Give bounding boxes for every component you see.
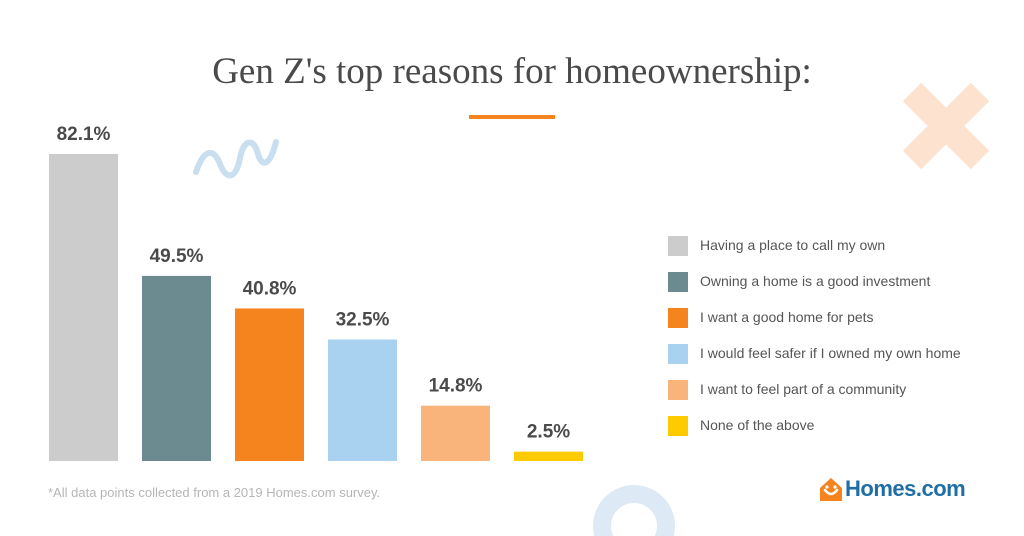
circle-decoration-icon (593, 485, 675, 536)
legend-swatch (668, 272, 688, 292)
legend-swatch (668, 236, 688, 256)
bar-5 (421, 405, 490, 461)
legend-label: Owning a home is a good investment (700, 273, 931, 289)
bar-1 (49, 154, 118, 461)
legend-label: None of the above (700, 417, 815, 433)
legend-label: I want a good home for pets (700, 309, 874, 325)
bar-4 (328, 339, 397, 461)
footnote: *All data points collected from a 2019 H… (48, 485, 381, 500)
bar-chart: 82.1% 49.5% 40.8% 32.5% 14.8% 2.5% (49, 124, 583, 461)
legend-swatch (668, 416, 688, 436)
legend-label: I want to feel part of a community (700, 381, 907, 397)
bar-value-label: 2.5% (527, 422, 570, 443)
legend-label: I would feel safer if I owned my own hom… (700, 345, 961, 361)
squiggle-decoration-icon (193, 139, 279, 179)
legend-swatch (668, 344, 688, 364)
legend-label: Having a place to call my own (700, 237, 886, 253)
bar-6 (514, 451, 583, 461)
bar-value-label: 40.8% (243, 278, 297, 299)
bar-2 (142, 275, 211, 461)
title-underline (469, 115, 555, 119)
chart-title: Gen Z's top reasons for homeownership: (212, 51, 812, 92)
bar-value-label: 82.1% (57, 124, 111, 145)
home-logo-icon (820, 478, 842, 501)
legend-swatch (668, 380, 688, 400)
bar-3 (235, 308, 304, 461)
bar-value-label: 49.5% (150, 246, 204, 267)
bar-value-label: 14.8% (429, 376, 483, 397)
brand-name: Homes.com (845, 476, 966, 501)
bar-value-label: 32.5% (336, 309, 390, 330)
legend-swatch (668, 308, 688, 328)
cross-decoration-icon (902, 82, 990, 170)
